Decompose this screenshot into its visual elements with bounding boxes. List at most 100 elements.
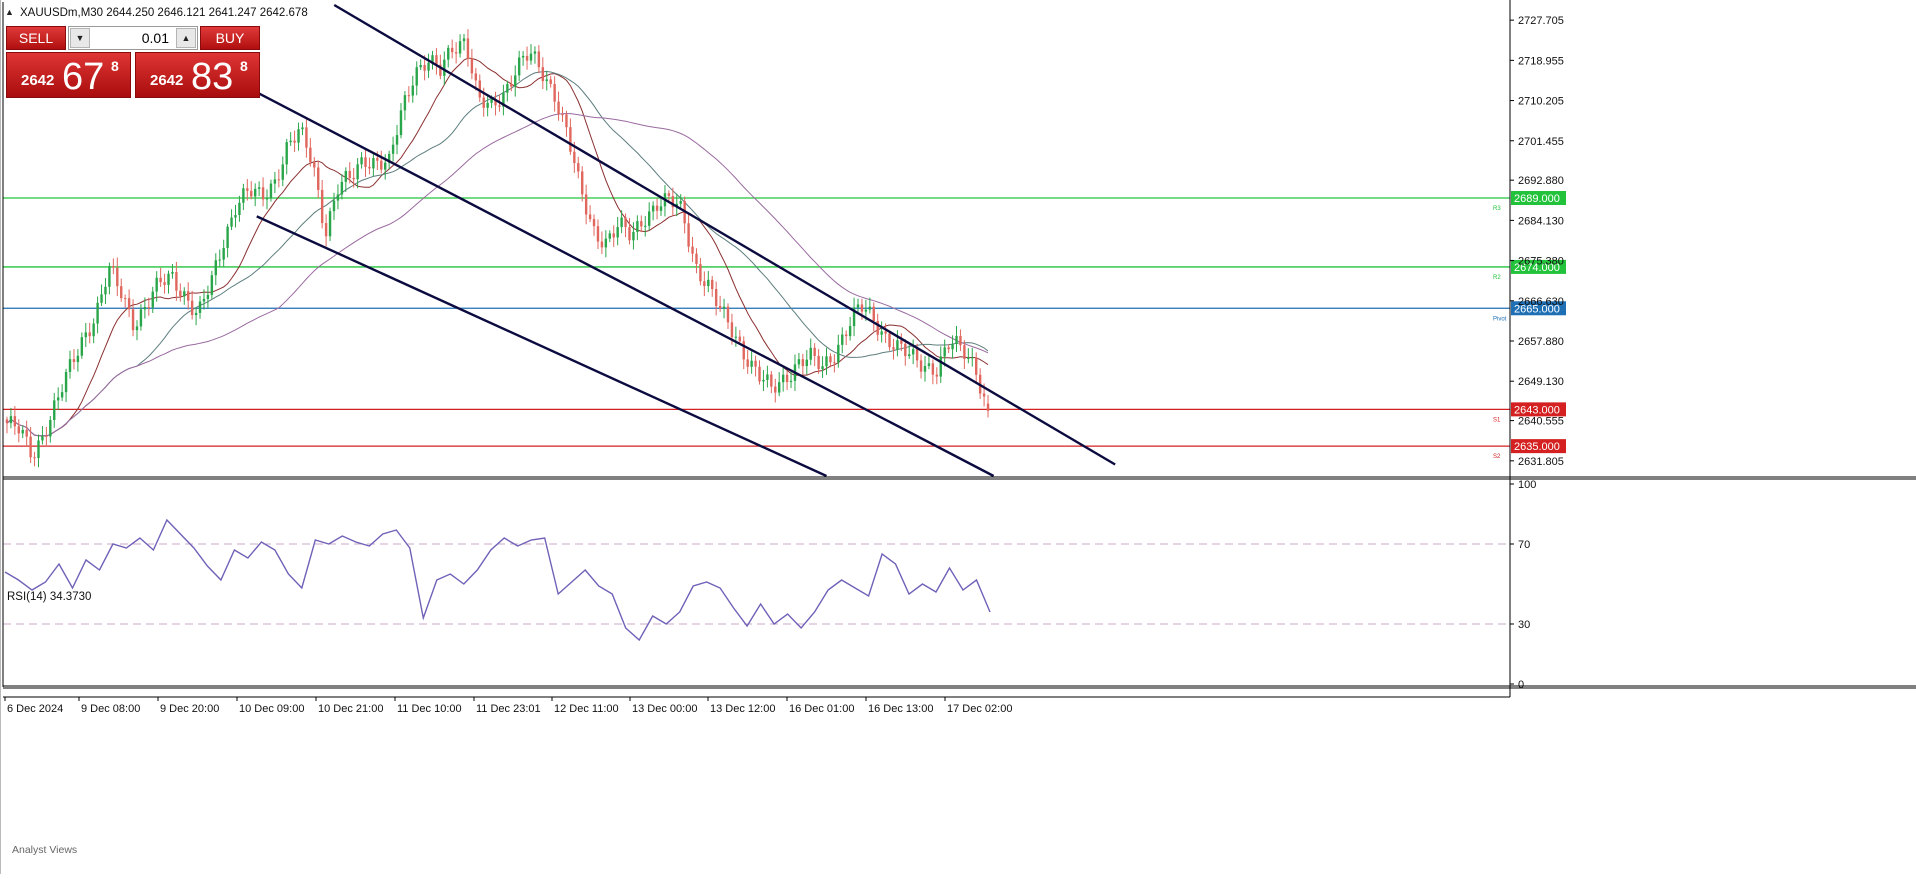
candle-body: [781, 374, 785, 383]
candle-body: [242, 188, 245, 203]
candle-body: [844, 334, 848, 337]
candle-body: [143, 307, 147, 310]
candle-body: [226, 226, 229, 248]
level-price-label: 2665.000: [1514, 303, 1560, 315]
candle-body: [809, 347, 812, 360]
time-tick-label: 16 Dec 13:00: [868, 703, 933, 715]
candle-body: [529, 53, 533, 61]
sell-price-button[interactable]: 2642 67 8: [6, 52, 131, 98]
lot-increase-icon[interactable]: ▲: [176, 28, 196, 48]
candle-body: [872, 306, 875, 321]
candle-body: [123, 298, 127, 300]
price-tick-label: 2718.955: [1518, 55, 1564, 67]
candle-body: [163, 282, 166, 285]
candle-body: [135, 326, 139, 331]
time-tick-label: 9 Dec 08:00: [81, 703, 140, 715]
candle-body: [774, 386, 777, 393]
candle-body: [439, 64, 442, 76]
candle-body: [289, 140, 292, 143]
candle-body: [868, 306, 872, 310]
level-price-tag: [1511, 402, 1566, 417]
candle-body: [915, 349, 919, 361]
candle-body: [427, 62, 430, 71]
candle-body: [68, 359, 72, 372]
candle-body: [474, 73, 478, 81]
candle-body: [246, 188, 249, 191]
price-tick-label: 2684.130: [1518, 215, 1564, 227]
level-price-label: 2674.000: [1514, 262, 1560, 274]
candle-body: [269, 183, 273, 199]
candle-body: [703, 281, 706, 287]
candle-body: [470, 58, 474, 74]
level-price-tag: [1511, 439, 1566, 454]
candle-body: [368, 166, 371, 169]
candle-body: [482, 97, 485, 108]
candle-body: [498, 105, 501, 107]
candle-body: [549, 79, 552, 84]
rsi-tick-label: 0: [1518, 679, 1524, 691]
candle-body: [364, 157, 367, 167]
sell-button[interactable]: SELL: [6, 26, 66, 50]
candle-body: [127, 298, 131, 310]
candle-body: [856, 304, 860, 308]
channel-line-upper: [333, 3, 1116, 466]
candle-body: [360, 157, 363, 165]
lot-size-input[interactable]: [93, 28, 173, 48]
price-tick-label: 2666.630: [1518, 296, 1564, 308]
candle-body: [147, 307, 151, 309]
level-price-label: 2689.000: [1514, 193, 1560, 205]
chart-collapse-icon[interactable]: ▲: [5, 7, 14, 17]
candle-body: [821, 366, 824, 370]
price-tick-label: 2675.380: [1518, 256, 1564, 268]
candle-body: [494, 99, 497, 106]
candle-body: [187, 291, 190, 301]
buy-button[interactable]: BUY: [200, 26, 260, 50]
price-tick-label: 2649.130: [1518, 376, 1564, 388]
candle-body: [726, 306, 730, 323]
candle-body: [789, 380, 793, 383]
candle-body: [151, 291, 154, 308]
candle-body: [320, 189, 324, 224]
candle-body: [462, 38, 466, 42]
candle-body: [896, 340, 899, 350]
candle-body: [324, 223, 328, 237]
candle-body: [198, 301, 202, 313]
candle-body: [490, 99, 493, 103]
candle-body: [679, 201, 682, 204]
candle-body: [155, 277, 158, 292]
price-tick-label: 2727.705: [1518, 15, 1564, 27]
buy-price-button[interactable]: 2642 83 8: [135, 52, 260, 98]
level-tag-label: R2: [1493, 275, 1501, 281]
candle-body: [313, 162, 316, 168]
candle-body: [387, 153, 391, 163]
candle-body: [517, 57, 521, 76]
candle-body: [671, 196, 675, 208]
candle-body: [596, 226, 600, 242]
candle-body: [443, 59, 446, 76]
candle-body: [967, 357, 970, 359]
time-tick-label: 10 Dec 09:00: [239, 703, 304, 715]
candle-body: [860, 304, 864, 312]
price-tick-label: 2692.880: [1518, 175, 1564, 187]
candle-body: [60, 392, 64, 398]
price-tick-label: 2701.455: [1518, 136, 1564, 148]
candle-body: [380, 160, 383, 170]
candle-body: [801, 359, 805, 367]
rsi-label: RSI(14) 34.3730: [7, 591, 91, 603]
candle-body: [336, 194, 340, 201]
candle-body: [450, 47, 454, 53]
candle-body: [356, 164, 359, 180]
candle-body: [841, 334, 844, 345]
candle-body: [407, 95, 411, 97]
candle-body: [659, 206, 663, 211]
candle-body: [837, 344, 840, 363]
candle-body: [273, 179, 277, 184]
candle-body: [332, 200, 336, 212]
candle-body: [391, 144, 395, 154]
candle-body: [317, 167, 320, 190]
candle-body: [971, 357, 974, 359]
candle-body: [80, 337, 84, 356]
rsi-tick-label: 30: [1518, 619, 1530, 631]
candle-body: [9, 416, 13, 424]
lot-decrease-icon[interactable]: ▼: [70, 28, 90, 48]
